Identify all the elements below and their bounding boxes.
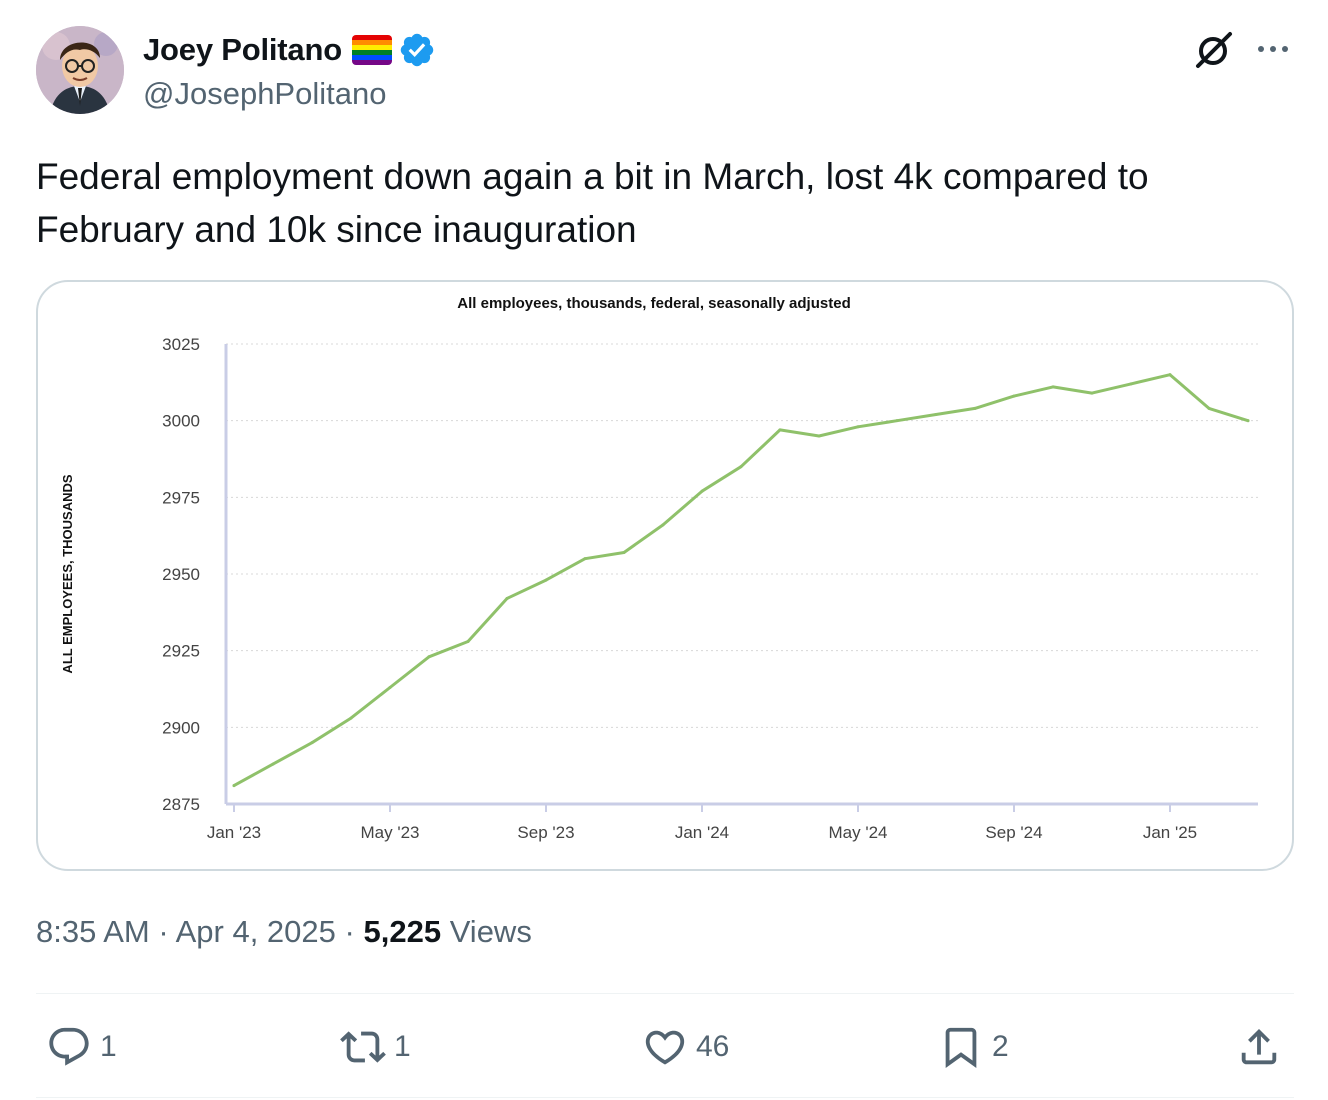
y-tick-label: 2875: [162, 795, 200, 814]
data-point: [544, 578, 548, 582]
grok-icon[interactable]: [1192, 28, 1236, 72]
data-point: [310, 741, 314, 745]
author-display-name[interactable]: Joey Politano: [143, 32, 342, 67]
data-point: [466, 639, 470, 643]
meta-separator: ·: [344, 914, 355, 949]
repost-button[interactable]: 1: [340, 1018, 411, 1076]
data-point: [934, 413, 938, 417]
y-tick-label: 2900: [162, 718, 200, 737]
avatar[interactable]: [36, 26, 124, 114]
divider: [36, 993, 1294, 994]
verified-badge-icon: [400, 33, 434, 67]
series-line: [232, 373, 1250, 788]
data-point: [661, 523, 665, 527]
data-point: [271, 762, 275, 766]
x-tick-label: Jan '23: [207, 823, 261, 842]
reply-button[interactable]: 1: [46, 1018, 117, 1076]
line-chart: All employees, thousands, federal, seaso…: [60, 295, 1258, 842]
more-options-icon[interactable]: [1255, 34, 1291, 64]
tweet-time[interactable]: 8:35 AM: [36, 914, 150, 949]
reply-count: 1: [100, 1030, 117, 1063]
author-handle[interactable]: @JosephPolitano: [143, 76, 387, 111]
like-button[interactable]: 46: [642, 1018, 729, 1076]
y-axis-label: ALL EMPLOYEES, THOUSANDS: [60, 474, 75, 673]
y-tick-label: 3000: [162, 412, 200, 431]
data-point: [1129, 382, 1133, 386]
data-point: [700, 489, 704, 493]
data-point: [505, 597, 509, 601]
bookmark-button[interactable]: 2: [938, 1018, 1009, 1076]
media-card[interactable]: All employees, thousands, federal, seaso…: [36, 280, 1294, 871]
rainbow-flag-icon: [351, 35, 392, 65]
data-point: [232, 784, 236, 788]
data-point: [1246, 419, 1250, 423]
data-point: [1207, 406, 1211, 410]
share-icon: [1241, 1028, 1277, 1065]
like-count: 46: [696, 1030, 730, 1063]
share-button[interactable]: [1236, 1018, 1282, 1076]
chart-title: All employees, thousands, federal, seaso…: [457, 295, 850, 312]
data-point: [817, 434, 821, 438]
data-point: [622, 551, 626, 555]
data-point: [1051, 385, 1055, 389]
data-point: [349, 716, 353, 720]
y-tick-label: 2950: [162, 565, 200, 584]
data-point: [427, 655, 431, 659]
data-point: [739, 465, 743, 469]
views-count: 5,225: [363, 914, 442, 949]
data-point: [778, 428, 782, 432]
repost-icon: [340, 1031, 386, 1063]
tweet-text: Federal employment down again a bit in M…: [36, 156, 1149, 250]
data-point: [1090, 391, 1094, 395]
y-tick-label: 2975: [162, 488, 200, 507]
x-tick-label: May '24: [829, 823, 888, 842]
data-point: [1012, 394, 1016, 398]
heart-icon: [645, 1030, 685, 1065]
data-point: [1168, 373, 1172, 377]
y-tick-label: 3025: [162, 335, 200, 354]
action-bar: 1 1 46 2: [36, 1018, 1294, 1076]
y-tick-label: 2925: [162, 642, 200, 661]
data-point: [856, 425, 860, 429]
meta-separator: ·: [158, 914, 169, 949]
bookmark-count: 2: [992, 1030, 1009, 1063]
x-tick-label: Sep '24: [985, 823, 1042, 842]
x-tick-label: Sep '23: [517, 823, 574, 842]
tweet-date[interactable]: Apr 4, 2025: [175, 914, 336, 949]
tweet-meta: 8:35 AM · Apr 4, 2025 · 5,225 Views: [36, 914, 532, 950]
data-point: [583, 557, 587, 561]
x-tick-label: Jan '24: [675, 823, 729, 842]
data-point: [973, 406, 977, 410]
x-tick-label: May '23: [361, 823, 420, 842]
views-label: Views: [449, 914, 532, 949]
reply-icon: [49, 1027, 89, 1066]
x-tick-label: Jan '25: [1143, 823, 1197, 842]
data-point: [388, 685, 392, 689]
repost-count: 1: [394, 1030, 411, 1063]
cartoon-avatar: [36, 26, 124, 114]
divider: [36, 1097, 1294, 1098]
bookmark-icon: [945, 1027, 977, 1068]
data-point: [895, 419, 899, 423]
author-name-row: Joey Politano: [143, 30, 436, 70]
